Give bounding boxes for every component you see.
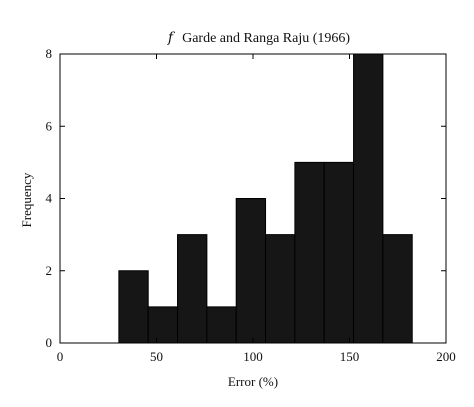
histogram-bar [382,234,413,344]
y-tick-label: 8 [46,46,53,61]
bars-group [118,53,413,344]
y-axis-ticks: 0 2 4 6 8 [46,46,446,350]
y-tick-label: 2 [46,263,53,278]
x-axis-ticks: 0 50 100 150 200 [57,54,456,364]
y-axis-label: Frequency [19,172,34,227]
y-tick-label: 6 [46,118,53,133]
chart-title-symbol: f [167,30,176,46]
x-tick-label: 150 [340,349,360,364]
histogram-bar [323,161,355,344]
x-tick-label: 50 [150,349,163,364]
x-tick-label: 0 [57,349,64,364]
x-axis-label: Error (%) [228,374,278,389]
histogram-bar [118,270,149,344]
x-tick-label: 100 [243,349,263,364]
y-tick-label: 4 [46,191,53,206]
histogram-bar [294,161,325,344]
histogram-bar [265,234,296,344]
y-tick-label: 0 [46,335,53,350]
histogram-bar [177,234,208,344]
chart-title: f Garde and Ranga Raju (1966) [167,29,350,46]
chart-title-text: Garde and Ranga Raju (1966) [182,31,350,46]
histogram-bar [206,306,237,344]
histogram-bar [235,198,267,344]
histogram-bar [147,306,179,344]
histogram-bar [353,53,384,344]
x-tick-label: 200 [436,349,456,364]
